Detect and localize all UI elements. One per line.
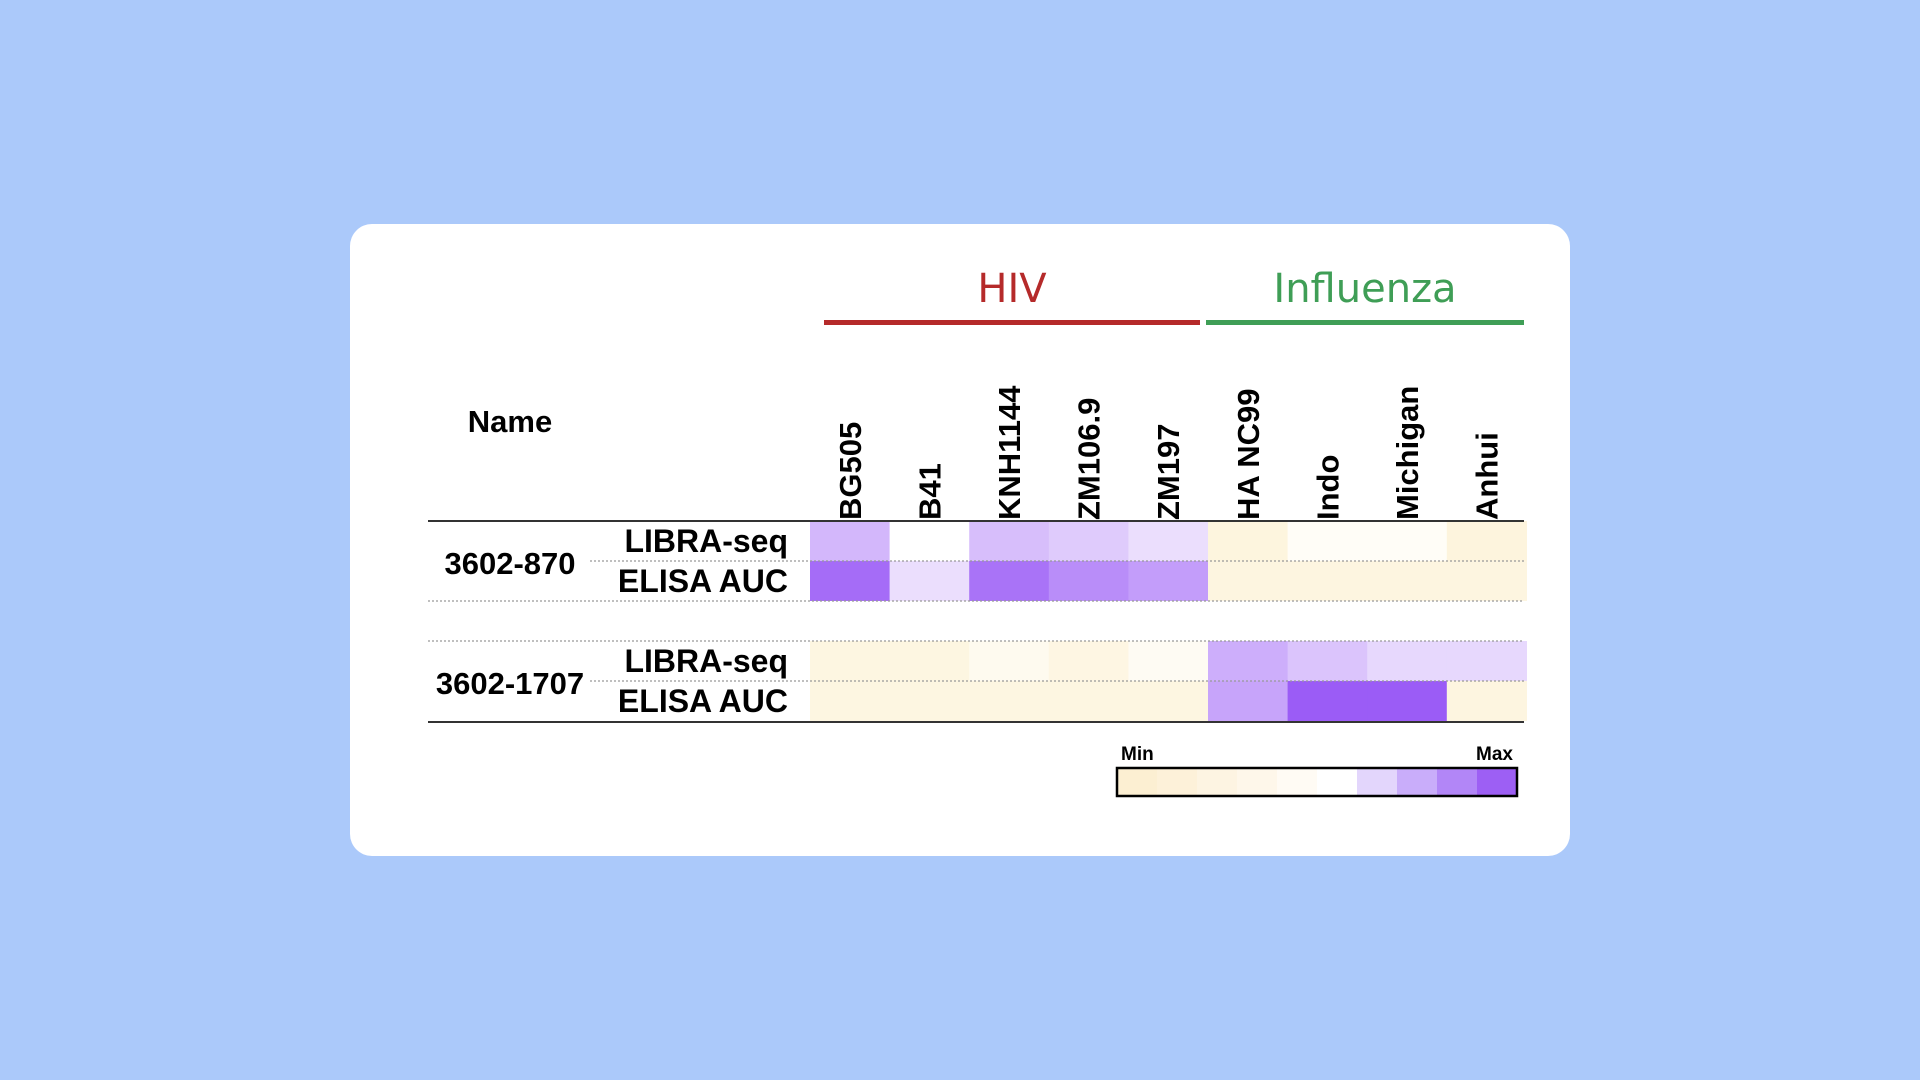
heatmap-cell xyxy=(969,561,1050,601)
heatmap-cell xyxy=(810,681,891,721)
legend-min-label: Min xyxy=(1121,744,1154,765)
heatmap-cell xyxy=(1208,681,1289,721)
legend-swatch xyxy=(1117,768,1158,796)
column-label: ZM106.9 xyxy=(1072,398,1107,520)
row-label: LIBRA-seq xyxy=(624,643,788,679)
heatmap-cell xyxy=(1287,641,1368,681)
heatmap-cell xyxy=(1367,521,1448,561)
heatmap-cell xyxy=(889,641,970,681)
heatmap-cell xyxy=(889,681,970,721)
group-bar-influenza xyxy=(1206,320,1524,325)
legend-swatch xyxy=(1197,768,1238,796)
row-label: ELISA AUC xyxy=(618,563,788,599)
column-label: BG505 xyxy=(833,422,868,520)
legend-swatch xyxy=(1237,768,1278,796)
heatmap-cell xyxy=(1446,681,1527,721)
heatmap-cell xyxy=(1128,561,1209,601)
column-label: ZM197 xyxy=(1151,424,1186,520)
column-label: B41 xyxy=(912,463,947,520)
legend-max-label: Max xyxy=(1476,744,1513,765)
heatmap-cell xyxy=(1367,641,1448,681)
legend-swatch xyxy=(1477,768,1518,796)
heatmap-cell xyxy=(810,561,891,601)
column-label: Indo xyxy=(1310,455,1345,520)
legend-swatch xyxy=(1397,768,1438,796)
column-label: HA NC99 xyxy=(1231,388,1266,520)
heatmap-cell xyxy=(969,521,1050,561)
heatmap-cell xyxy=(889,561,970,601)
group-bar-hiv xyxy=(824,320,1200,325)
heatmap-cell xyxy=(1128,681,1209,721)
heatmap-cell xyxy=(1128,641,1209,681)
heatmap-cell xyxy=(969,681,1050,721)
column-label: Michigan xyxy=(1390,386,1425,520)
heatmap-cell xyxy=(1208,561,1289,601)
row-label: LIBRA-seq xyxy=(624,523,788,559)
heatmap-cell xyxy=(1128,521,1209,561)
heatmap-cell xyxy=(1048,641,1129,681)
heatmap-cell xyxy=(1287,681,1368,721)
heatmap-cell xyxy=(1208,641,1289,681)
heatmap-cell xyxy=(1367,561,1448,601)
chart-card: HIV Influenza BG505 B41 KNH1144 ZM106.9 ZM197… xyxy=(350,224,1570,856)
heatmap-cell xyxy=(1048,681,1129,721)
heatmap-cell xyxy=(1367,681,1448,721)
heatmap-cell xyxy=(1446,641,1527,681)
group-title-influenza: Influenza xyxy=(1273,266,1456,312)
heatmap-cell xyxy=(810,641,891,681)
legend-swatch xyxy=(1277,768,1318,796)
row-label: ELISA AUC xyxy=(618,683,788,719)
heatmap-cell xyxy=(1208,521,1289,561)
heatmap-cell xyxy=(810,521,891,561)
heatmap-cell xyxy=(969,641,1050,681)
heatmap-cell xyxy=(1446,561,1527,601)
heatmap-cell xyxy=(1287,561,1368,601)
column-label: Anhui xyxy=(1470,432,1505,520)
group-title-hiv: HIV xyxy=(977,266,1047,312)
heatmap-cell xyxy=(1048,561,1129,601)
sample-name: 3602-1707 xyxy=(436,666,584,701)
legend-swatch xyxy=(1157,768,1198,796)
heatmap-cell xyxy=(1048,521,1129,561)
heatmap-cell xyxy=(889,521,970,561)
legend-swatch xyxy=(1317,768,1358,796)
heatmap-cell xyxy=(1287,521,1368,561)
legend-border xyxy=(1115,766,1519,798)
legend-swatch xyxy=(1437,768,1478,796)
legend-swatch xyxy=(1357,768,1398,796)
heatmap-cell xyxy=(1446,521,1527,561)
name-header: Name xyxy=(468,404,552,439)
column-label: KNH1144 xyxy=(992,385,1027,520)
sample-name: 3602-870 xyxy=(444,546,575,581)
heatmap-chart: HIV Influenza BG505 B41 KNH1144 ZM106.9 ZM197… xyxy=(428,266,1527,798)
